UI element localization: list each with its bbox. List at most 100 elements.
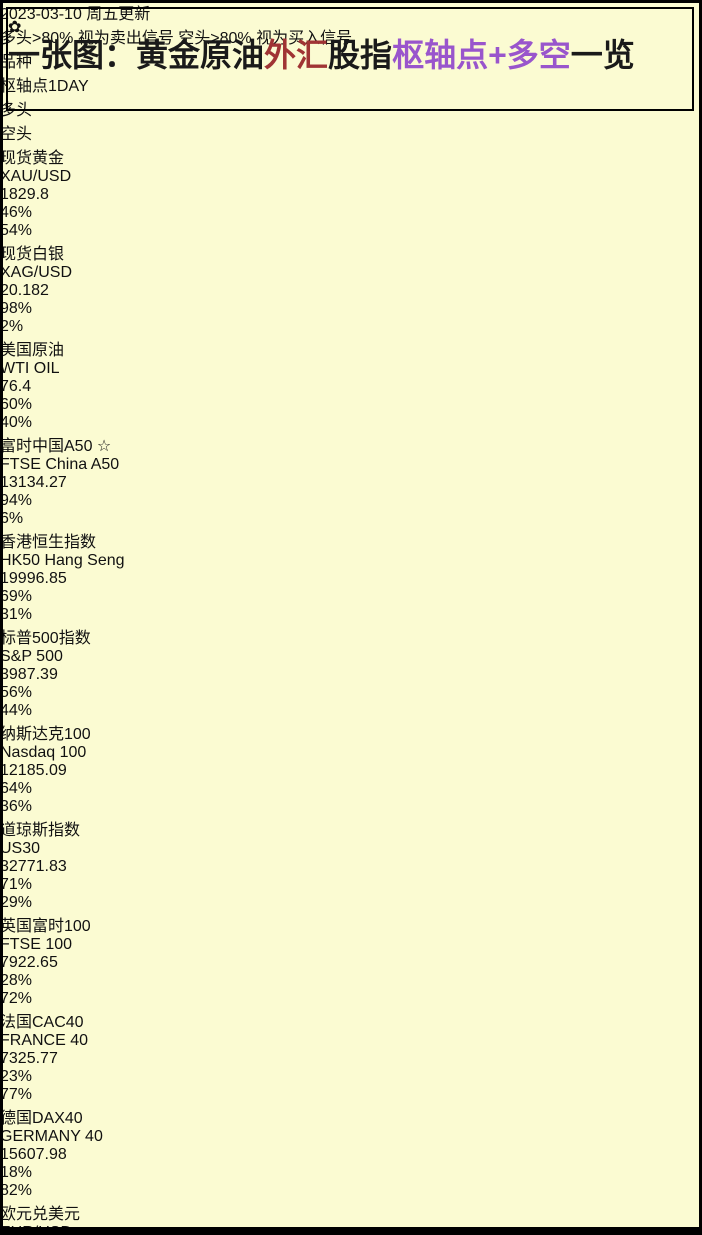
instrument-name: 美国原油 WTI OIL	[0, 336, 702, 378]
title-segment: 股指	[328, 37, 393, 74]
instrument-name: 欧元兑美元 EUR/USD	[0, 1200, 702, 1235]
pivot-value: 12185.09	[0, 762, 67, 779]
pivot-value: 19996.85	[0, 570, 67, 587]
instrument-name: 英国富时100 FTSE 100	[0, 912, 702, 954]
table-row: 香港恒生指数 HK50 Hang Seng 19996.85 69% 31%	[0, 528, 702, 624]
pivot-value: 32771.83	[0, 858, 67, 875]
title-segment: 一览	[570, 37, 635, 74]
column-header-pivot: 枢轴点1DAY	[0, 78, 89, 95]
short-percent: 6%	[0, 510, 24, 527]
instrument-name-en: HK50 Hang Seng	[0, 552, 125, 569]
short-percent: 44%	[0, 702, 33, 719]
instrument-name-en: FTSE China A50	[0, 456, 120, 473]
short-percent: 77%	[0, 1086, 33, 1103]
table-row: 纳斯达克100 Nasdaq 100 12185.09 64% 36%	[0, 720, 702, 816]
long-percent: 98%	[0, 300, 33, 317]
instrument-name-cn: 香港恒生指数	[0, 534, 97, 551]
table-section-1: 现货黄金 XAU/USD 1829.8 46% 54% 现货白银 XAG/USD 20.182…	[0, 144, 702, 432]
pivot-value: 1829.8	[0, 186, 49, 203]
legend-long-rule: 多头>80% 视为卖出信号	[0, 30, 174, 47]
legend-short-rule: 空头>80% 视为买入信号	[178, 30, 353, 47]
table-body: 现货黄金 XAU/USD 1829.8 46% 54% 现货白银 XAG/USD 20.182…	[0, 144, 702, 1235]
table-section-3: 欧元兑美元EUR/USD1.05730%70%欧元兑英镑EUR/GBP0.888…	[0, 1200, 702, 1235]
instrument-name-cn: 现货白银	[0, 246, 65, 263]
table-row: 英国富时100 FTSE 100 7922.65 28% 72%	[0, 912, 702, 1008]
gold-coin-icon: ✿	[8, 17, 92, 105]
pivot-value: 76.4	[0, 378, 32, 395]
instrument-name-en: WTI OIL	[0, 360, 60, 377]
pivot-value: 13134.27	[0, 474, 67, 491]
instrument-name-cn: 纳斯达克100	[0, 726, 91, 743]
short-percent: 54%	[0, 222, 33, 239]
instrument-name-en: US30	[0, 840, 41, 857]
short-percent: 40%	[0, 414, 33, 431]
table-row: 现货白银 XAG/USD 20.182 98% 2%	[0, 240, 702, 336]
instrument-name-en: EUR/USD	[0, 1224, 73, 1235]
table-section-2: 富时中国A50 ☆ FTSE China A50 13134.27 94% 6% 香港恒生…	[0, 432, 702, 1200]
long-percent: 71%	[0, 876, 33, 893]
long-percent: 18%	[0, 1164, 33, 1181]
instrument-name-en: S&P 500	[0, 648, 63, 665]
table-row: 道琼斯指数 US30 32771.83 71% 29%	[0, 816, 702, 912]
long-percent: 23%	[0, 1068, 33, 1085]
table-row: 法国CAC40 FRANCE 40 7325.77 23% 77%	[0, 1008, 702, 1104]
instrument-name: 现货黄金 XAU/USD	[0, 144, 702, 186]
column-header-short: 空头	[0, 126, 33, 143]
table-row: 现货黄金 XAU/USD 1829.8 46% 54%	[0, 144, 702, 240]
instrument-name-cn: 德国DAX40	[0, 1110, 83, 1127]
page-title: 一张图：黄金原油外汇股指枢轴点+多空一览	[8, 30, 692, 76]
long-percent: 69%	[0, 588, 33, 605]
instrument-name: 法国CAC40 FRANCE 40	[0, 1008, 702, 1050]
instrument-name-cn: 富时中国A50 ☆	[0, 438, 112, 455]
instrument-name-en: XAU/USD	[0, 168, 72, 185]
update-date: 2023-03-10 周五更新	[0, 6, 151, 23]
instrument-name-cn: 欧元兑美元	[0, 1206, 81, 1223]
instrument-name-cn: 法国CAC40	[0, 1014, 84, 1031]
instrument-name: 富时中国A50 ☆ FTSE China A50	[0, 432, 702, 474]
gold-coin-icon: ✿	[8, 17, 92, 105]
signal-legend: 多头>80% 视为卖出信号 空头>80% 视为买入信号	[0, 24, 702, 48]
instrument-name: 德国DAX40 GERMANY 40	[0, 1104, 702, 1146]
instrument-name-en: XAG/USD	[0, 264, 73, 281]
title-segment: 枢轴点+多空	[392, 37, 571, 74]
instrument-name-cn: 现货黄金	[0, 150, 65, 167]
title-segment: 一张图：	[8, 37, 137, 74]
instrument-name-en: FRANCE 40	[0, 1032, 89, 1049]
pivot-value: 15607.98	[0, 1146, 67, 1163]
instrument-name: 香港恒生指数 HK50 Hang Seng	[0, 528, 702, 570]
short-percent: 36%	[0, 798, 33, 815]
instrument-name-cn: 标普500指数	[0, 630, 91, 647]
column-header-variety: 品种	[0, 54, 33, 71]
plum-blossom-icon: ✿	[8, 19, 22, 36]
instrument-name: 纳斯达克100 Nasdaq 100	[0, 720, 702, 762]
long-percent: 56%	[0, 684, 33, 701]
table-row: 标普500指数 S&P 500 3987.39 56% 44%	[0, 624, 702, 720]
long-percent: 64%	[0, 780, 33, 797]
short-percent: 72%	[0, 990, 33, 1007]
table-row: 富时中国A50 ☆ FTSE China A50 13134.27 94% 6%	[0, 432, 702, 528]
instrument-name-cn: 美国原油	[0, 342, 65, 359]
long-percent: 46%	[0, 204, 33, 221]
pivot-value: 7922.65	[0, 954, 58, 971]
table-row: 德国DAX40 GERMANY 40 15607.98 18% 82%	[0, 1104, 702, 1200]
instrument-name-en: Nasdaq 100	[0, 744, 87, 761]
instrument-name-en: FTSE 100	[0, 936, 73, 953]
instrument-name-en: GERMANY 40	[0, 1128, 103, 1145]
short-percent: 31%	[0, 606, 33, 623]
long-percent: 60%	[0, 396, 33, 413]
plum-blossom-icon: ✿	[8, 19, 22, 36]
instrument-name: 标普500指数 S&P 500	[0, 624, 702, 666]
pivot-value: 7325.77	[0, 1050, 58, 1067]
instrument-name-cn: 英国富时100	[0, 918, 91, 935]
title-segment: 黄金原油	[136, 37, 265, 74]
long-percent: 28%	[0, 972, 33, 989]
long-percent: 94%	[0, 492, 33, 509]
instrument-name-cn: 道琼斯指数	[0, 822, 81, 839]
instrument-name: 现货白银 XAG/USD	[0, 240, 702, 282]
pivot-value: 3987.39	[0, 666, 58, 683]
table-row: 美国原油 WTI OIL 76.4 60% 40%	[0, 336, 702, 432]
header-box: ✿ ✿ 一张图：黄金原油外汇股指枢轴点+多空一览	[6, 7, 694, 111]
title-segment: 外汇	[264, 37, 329, 74]
